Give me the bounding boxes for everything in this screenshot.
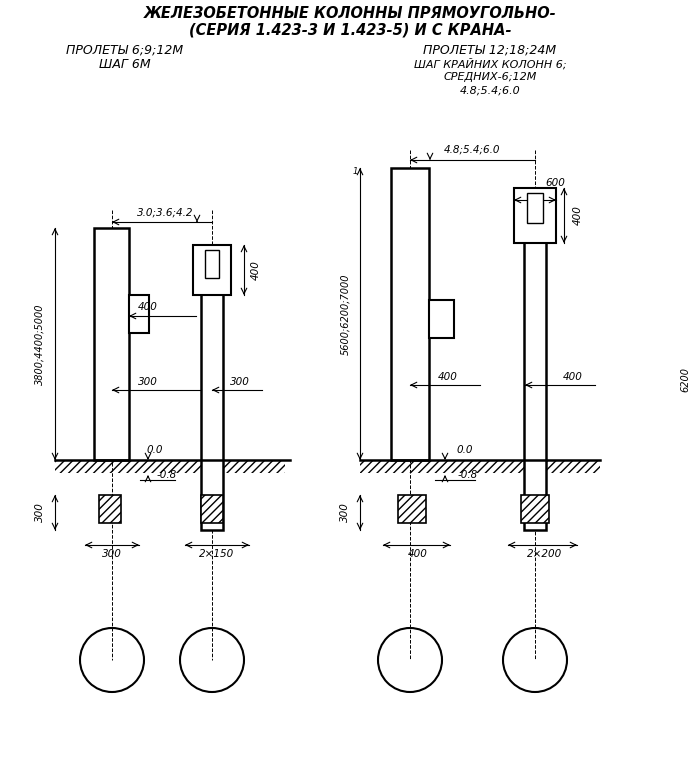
Text: 3800;4400;5000: 3800;4400;5000 — [35, 303, 45, 385]
Text: ЖЕЛЕЗОБЕТОННЫЕ КОЛОННЫ ПРЯМОУГОЛЬНО-: ЖЕЛЕЗОБЕТОННЫЕ КОЛОННЫ ПРЯМОУГОЛЬНО- — [144, 6, 556, 22]
Bar — [129, 295, 149, 333]
Text: 400: 400 — [251, 260, 261, 280]
Bar — [527, 193, 543, 223]
Text: 4.8;5.4;6.0: 4.8;5.4;6.0 — [444, 145, 500, 155]
Text: 300: 300 — [340, 502, 350, 522]
Bar — [55, 460, 285, 473]
Text: СРЕДНИХ-6;12М: СРЕДНИХ-6;12М — [443, 72, 537, 82]
Text: -0.8: -0.8 — [458, 470, 478, 480]
Bar — [398, 495, 426, 523]
Bar — [391, 168, 429, 460]
Text: 2×150: 2×150 — [199, 549, 234, 559]
Text: 0.0: 0.0 — [147, 445, 163, 455]
Text: 5600;6200;7000: 5600;6200;7000 — [340, 273, 350, 355]
Text: 400: 400 — [138, 302, 158, 312]
Text: ПРОЛЕТЫ 12;18;24М: ПРОЛЕТЫ 12;18;24М — [424, 43, 556, 56]
Text: 300: 300 — [35, 502, 45, 522]
Text: 0.0: 0.0 — [456, 445, 473, 455]
Text: ШАГ КРАЙНИХ КОЛОНН 6;: ШАГ КРАЙНИХ КОЛОНН 6; — [414, 59, 566, 69]
Text: 300: 300 — [138, 377, 158, 387]
Bar — [524, 188, 546, 530]
Text: 4.8;5.4;6.0: 4.8;5.4;6.0 — [460, 86, 520, 96]
Text: (СЕРИЯ 1.423-3 И 1.423-5) И С КРАНА-: (СЕРИЯ 1.423-3 И 1.423-5) И С КРАНА- — [189, 22, 511, 38]
Text: 400: 400 — [408, 549, 428, 559]
Bar — [429, 300, 454, 338]
Text: 400: 400 — [438, 372, 458, 382]
Text: 300: 300 — [102, 549, 122, 559]
Bar — [521, 495, 549, 523]
Bar — [514, 188, 556, 243]
Text: -0.8: -0.8 — [157, 470, 177, 480]
Text: 400: 400 — [573, 205, 583, 225]
Bar — [205, 250, 219, 278]
Text: 6200: 6200 — [680, 368, 690, 392]
Bar — [193, 245, 231, 295]
Text: 600: 600 — [545, 178, 565, 188]
Bar — [99, 495, 121, 523]
Text: 300: 300 — [230, 377, 250, 387]
Bar — [360, 460, 600, 473]
Bar — [94, 228, 129, 460]
Bar — [201, 495, 223, 523]
Text: ШАГ 6М: ШАГ 6М — [99, 58, 150, 70]
Text: 3.0;3.6;4.2: 3.0;3.6;4.2 — [136, 208, 193, 218]
Text: 2×200: 2×200 — [527, 549, 563, 559]
Bar — [201, 245, 223, 530]
Text: 400: 400 — [563, 372, 583, 382]
Text: 1: 1 — [352, 167, 358, 177]
Text: ПРОЛЕТЫ 6;9;12М: ПРОЛЕТЫ 6;9;12М — [66, 43, 183, 56]
